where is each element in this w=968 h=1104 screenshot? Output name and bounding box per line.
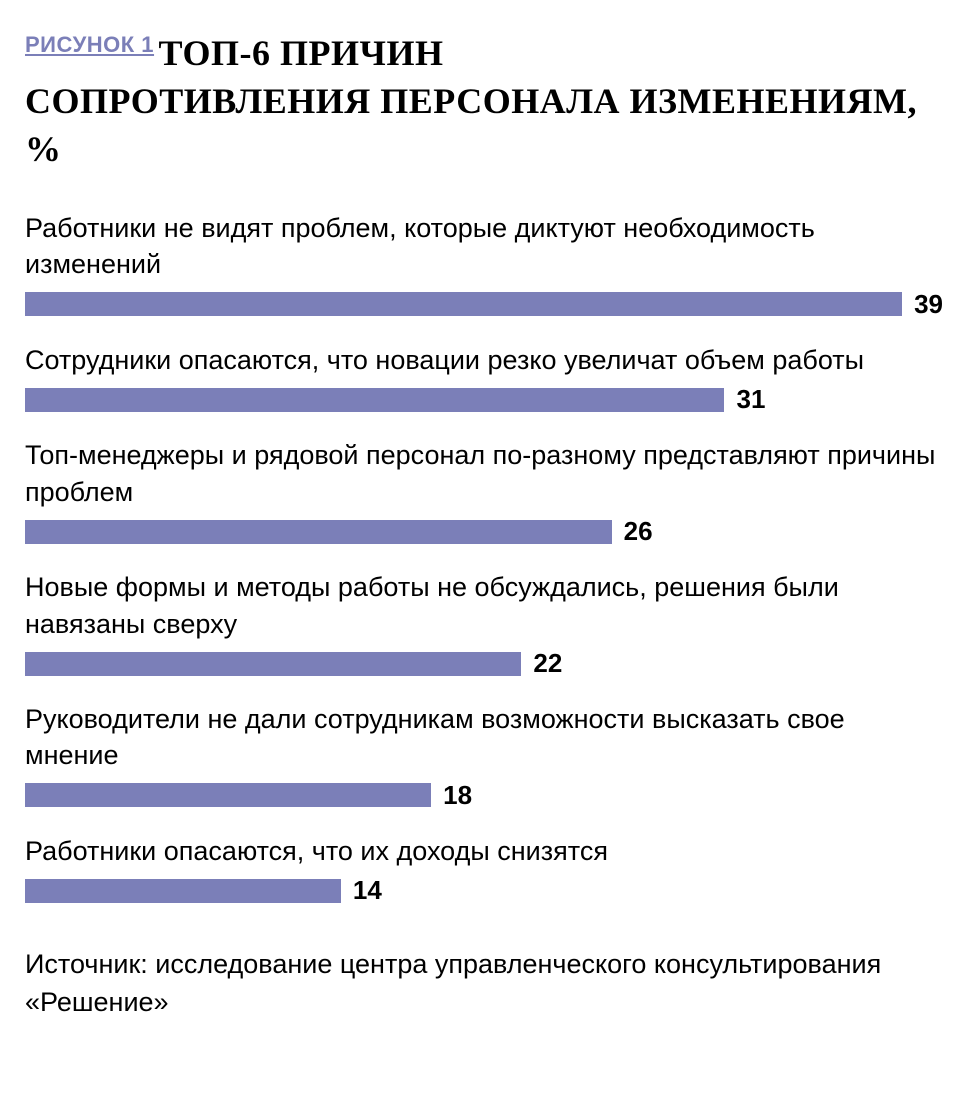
figure-label: РИСУНОК 1 bbox=[25, 32, 154, 57]
bar bbox=[25, 879, 341, 903]
chart-source: Источник: исследование центра управленче… bbox=[25, 946, 943, 1022]
chart-item: Сотрудники опасаются, что новации резко … bbox=[25, 342, 943, 415]
bar-row: 22 bbox=[25, 648, 943, 679]
bar-label: Топ-менеджеры и рядовой персонал по-разн… bbox=[25, 437, 943, 510]
bar-value: 26 bbox=[624, 516, 653, 547]
bar-value: 31 bbox=[736, 384, 765, 415]
bar-row: 39 bbox=[25, 289, 943, 320]
bar-label: Новые формы и методы работы не обсуждали… bbox=[25, 569, 943, 642]
bar-value: 39 bbox=[914, 289, 943, 320]
title-block: РИСУНОК 1 ТОП-6 ПРИЧИН bbox=[25, 30, 943, 77]
bar bbox=[25, 292, 902, 316]
chart-header: РИСУНОК 1 ТОП-6 ПРИЧИН СОПРОТИВЛЕНИЯ ПЕР… bbox=[25, 30, 943, 174]
chart-title-first: ТОП-6 ПРИЧИН bbox=[159, 33, 444, 73]
bar-row: 26 bbox=[25, 516, 943, 547]
bar-label: Работники не видят проблем, которые дикт… bbox=[25, 210, 943, 283]
chart-title-rest: СОПРОТИВЛЕНИЯ ПЕРСОНАЛА ИЗМЕНЕНИЯМ, % bbox=[25, 77, 943, 174]
bar bbox=[25, 388, 724, 412]
bar-label: Руководители не дали сотрудникам возможн… bbox=[25, 701, 943, 774]
chart-item: Новые формы и методы работы не обсуждали… bbox=[25, 569, 943, 679]
bar-label: Работники опасаются, что их доходы снизя… bbox=[25, 833, 943, 869]
chart-item: Топ-менеджеры и рядовой персонал по-разн… bbox=[25, 437, 943, 547]
bar bbox=[25, 520, 612, 544]
bar-chart: Работники не видят проблем, которые дикт… bbox=[25, 210, 943, 906]
chart-item: Работники не видят проблем, которые дикт… bbox=[25, 210, 943, 320]
bar-value: 22 bbox=[533, 648, 562, 679]
bar bbox=[25, 652, 521, 676]
chart-item: Руководители не дали сотрудникам возможн… bbox=[25, 701, 943, 811]
bar-label: Сотрудники опасаются, что новации резко … bbox=[25, 342, 943, 378]
chart-item: Работники опасаются, что их доходы снизя… bbox=[25, 833, 943, 906]
bar-value: 14 bbox=[353, 875, 382, 906]
bar-row: 14 bbox=[25, 875, 943, 906]
bar-row: 18 bbox=[25, 780, 943, 811]
bar-value: 18 bbox=[443, 780, 472, 811]
bar-row: 31 bbox=[25, 384, 943, 415]
bar bbox=[25, 783, 431, 807]
